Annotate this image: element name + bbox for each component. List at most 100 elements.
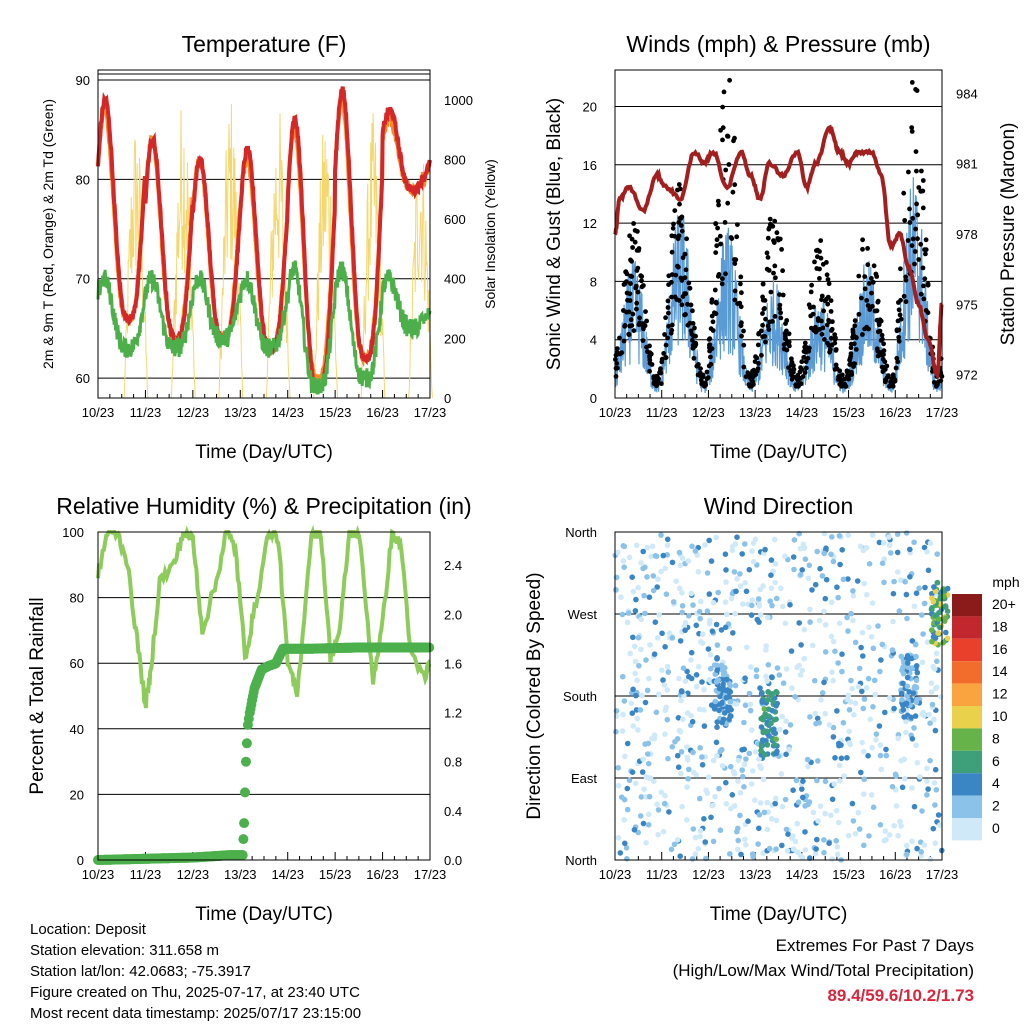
wind-direction-point bbox=[895, 735, 901, 742]
wind-direction-point bbox=[834, 584, 840, 590]
wind-direction-point bbox=[727, 763, 734, 770]
gust-point bbox=[822, 337, 827, 342]
gust-point bbox=[830, 319, 835, 325]
wind-direction-point bbox=[927, 720, 933, 726]
x-tick-label: 10/23 bbox=[599, 405, 632, 420]
wind-direction-point bbox=[934, 579, 941, 586]
wind-direction-point bbox=[749, 597, 755, 603]
gust-point bbox=[878, 338, 884, 343]
gust-point bbox=[833, 347, 839, 352]
gust-point bbox=[920, 178, 926, 183]
wind-direction-point bbox=[737, 790, 744, 796]
wind-direction-point bbox=[655, 807, 662, 813]
gust-point bbox=[913, 226, 918, 232]
wind-direction-point bbox=[904, 660, 911, 666]
wind-direction-point bbox=[768, 693, 775, 699]
legend-label: 18 bbox=[992, 618, 1008, 634]
gust-point bbox=[762, 298, 768, 303]
gust-point bbox=[763, 339, 768, 345]
wind-direction-point bbox=[934, 551, 940, 557]
wind-direction-point bbox=[737, 571, 743, 577]
wind-direction-point bbox=[903, 729, 909, 736]
wind-direction-point bbox=[745, 818, 751, 824]
wind-direction-point bbox=[826, 840, 832, 846]
wind-direction-point bbox=[926, 711, 932, 718]
wind-direction-point bbox=[764, 826, 771, 833]
y-tick-label: 70 bbox=[76, 272, 90, 287]
gust-point bbox=[851, 361, 857, 367]
wind-direction-point bbox=[656, 691, 662, 698]
wind-direction-point bbox=[904, 851, 910, 858]
gust-point bbox=[821, 308, 826, 314]
gust-point bbox=[864, 324, 870, 330]
wind-direction-point bbox=[656, 612, 662, 618]
wind-direction-point bbox=[841, 773, 847, 779]
gust-point bbox=[698, 366, 703, 371]
wind-direction-point bbox=[741, 784, 747, 790]
wind-direction-point bbox=[699, 754, 705, 760]
x-tick-label: 13/23 bbox=[739, 405, 772, 420]
wind-direction-point bbox=[821, 608, 827, 615]
x-axis-label: Time (Day/UTC) bbox=[710, 442, 848, 463]
gust-point bbox=[679, 302, 685, 308]
wind-direction-point bbox=[834, 708, 840, 714]
x-tick-label: 17/23 bbox=[926, 867, 959, 882]
wind-direction-point bbox=[911, 725, 917, 731]
gust-point bbox=[827, 347, 833, 352]
wind-direction-point bbox=[645, 760, 652, 767]
y2-tick-label: 981 bbox=[956, 157, 978, 172]
x-tick-label: 14/23 bbox=[271, 867, 304, 882]
wind-direction-point bbox=[800, 794, 806, 801]
gust-point bbox=[891, 374, 896, 380]
y-tick-label: 16 bbox=[583, 158, 597, 173]
wind-direction-point bbox=[913, 742, 919, 748]
y-tick-label: South bbox=[563, 689, 597, 704]
x-axis-label: Time (Day/UTC) bbox=[710, 904, 848, 925]
gust-point bbox=[906, 169, 911, 175]
gust-point bbox=[865, 262, 871, 268]
wind-direction-point bbox=[714, 753, 720, 759]
gust-point bbox=[741, 328, 746, 334]
wind-direction-point bbox=[848, 610, 854, 617]
wind-direction-point bbox=[790, 554, 797, 560]
wind-direction-point bbox=[898, 823, 904, 829]
gust-point bbox=[628, 257, 633, 263]
wind-direction-point bbox=[634, 677, 640, 683]
wind-direction-point bbox=[659, 667, 665, 673]
wind-direction-point bbox=[639, 769, 646, 775]
wind-direction-point bbox=[850, 592, 857, 599]
wind-direction-point bbox=[918, 853, 924, 859]
gust-point bbox=[870, 279, 876, 285]
wind-direction-point bbox=[623, 845, 630, 851]
gust-point bbox=[634, 300, 640, 306]
gust-point bbox=[859, 295, 864, 301]
wind-direction-point bbox=[866, 561, 873, 567]
wind-direction-point bbox=[697, 827, 704, 834]
wind-direction-point bbox=[840, 720, 847, 726]
wind-direction-point bbox=[768, 585, 775, 592]
wind-direction-point bbox=[650, 587, 657, 594]
gust-point bbox=[678, 223, 684, 228]
gust-point bbox=[648, 351, 653, 357]
wind-direction-point bbox=[896, 608, 903, 614]
wind-direction-point bbox=[835, 819, 842, 826]
precipitation-point bbox=[238, 834, 249, 845]
wind-direction-point bbox=[799, 667, 806, 674]
y2-tick-label: 975 bbox=[956, 297, 978, 312]
wind-direction-point bbox=[693, 622, 700, 629]
wind-direction-point bbox=[752, 749, 759, 755]
wind-direction-point bbox=[678, 749, 685, 755]
station-info: Location: Deposit Station elevation: 311… bbox=[30, 919, 361, 1024]
gust-point bbox=[919, 188, 925, 194]
wind-direction-point bbox=[815, 758, 821, 764]
gust-point bbox=[636, 322, 642, 328]
legend-swatch bbox=[952, 683, 982, 706]
wind-direction-point bbox=[735, 757, 742, 764]
wind-direction-point bbox=[641, 786, 647, 792]
wind-direction-point bbox=[746, 750, 753, 757]
wind-direction-point bbox=[626, 777, 633, 784]
gust-point bbox=[826, 281, 832, 287]
wind-direction-point bbox=[871, 677, 878, 684]
wind-direction-point bbox=[828, 812, 834, 819]
gust-point bbox=[682, 275, 688, 281]
